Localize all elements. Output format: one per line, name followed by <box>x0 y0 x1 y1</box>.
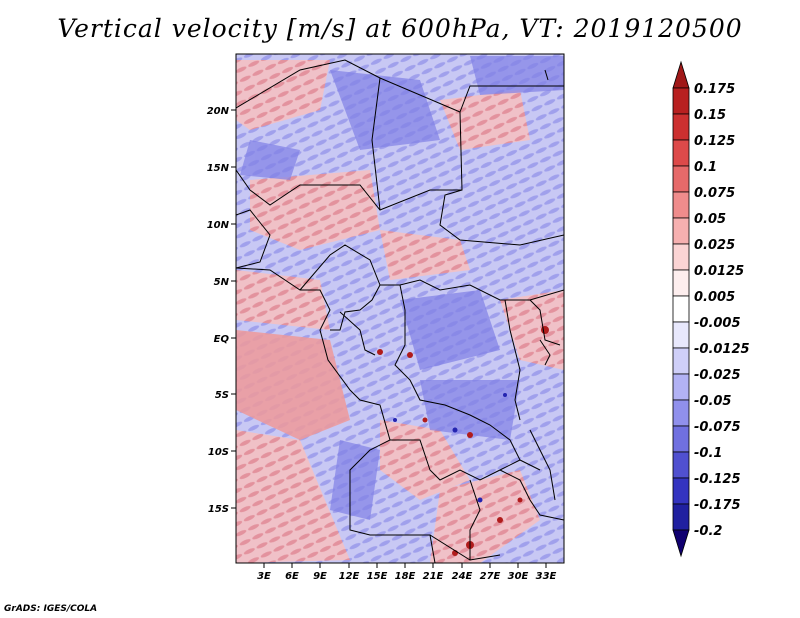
colorbar-segment <box>672 399 690 427</box>
lat-tick-label: EQ <box>214 334 230 345</box>
colorbar-segment <box>672 425 690 453</box>
lon-tick-label: 15E <box>367 571 388 582</box>
lat-tick-label: 10N <box>207 220 230 231</box>
lat-tick-label: 15S <box>208 504 229 515</box>
colorbar-segment <box>672 217 690 245</box>
colorbar-label: -0.2 <box>694 524 722 539</box>
lon-tick-label: 21E <box>423 571 444 582</box>
colorbar-label: -0.125 <box>694 472 741 487</box>
longitude-axis: 3E 6E 9E 12E 15E 18E 21E 24E 27E 30E 33E <box>257 563 557 582</box>
colorbar-label: -0.175 <box>694 498 741 513</box>
colorbar-label: 0.125 <box>694 134 735 149</box>
colorbar-segment <box>672 477 690 505</box>
lat-tick-label: 15N <box>207 163 230 174</box>
map-title: Vertical velocity [m/s] at 600hPa, VT: 2… <box>57 14 743 43</box>
colorbar-segment <box>672 347 690 375</box>
colorbar-segment <box>672 373 690 401</box>
credit-text: GrADS: IGES/COLA <box>4 604 98 614</box>
lat-tick-label: 10S <box>208 447 229 458</box>
colorbar-label: 0.1 <box>694 160 717 175</box>
latitude-axis: 20N 15N 10N 5N EQ 5S 10S 15S <box>207 106 236 515</box>
colorbar-segment <box>672 191 690 219</box>
colorbar-label: -0.1 <box>694 446 722 461</box>
lon-tick-label: 18E <box>395 571 416 582</box>
colorbar-segment <box>672 529 690 558</box>
colorbar-label: -0.025 <box>694 368 741 383</box>
colorbar-label: 0.075 <box>694 186 735 201</box>
colorbar-label: 0.0125 <box>694 264 744 279</box>
lon-tick-label: 9E <box>313 571 327 582</box>
lon-tick-label: 33E <box>536 571 557 582</box>
colorbar-segment <box>672 165 690 193</box>
lon-tick-label: 27E <box>480 571 501 582</box>
lat-tick-label: 20N <box>207 106 230 117</box>
colorbar-segment <box>672 503 690 531</box>
colorbar-segment <box>672 139 690 167</box>
colorbar-label: -0.0125 <box>694 342 750 357</box>
colorbar-segment <box>672 451 690 479</box>
lon-tick-label: 6E <box>285 571 299 582</box>
colorbar-label: -0.05 <box>694 394 731 409</box>
colorbar-segment <box>672 113 690 141</box>
lon-tick-label: 12E <box>339 571 360 582</box>
colorbar: 0.175 0.15 0.125 0.1 0.075 0.05 0.025 0.0125 0.0… <box>672 60 750 558</box>
colorbar-segment <box>672 60 690 89</box>
plot-frame <box>235 53 565 564</box>
colorbar-label: 0.175 <box>694 82 735 97</box>
colorbar-segment <box>672 321 690 349</box>
lat-tick-label: 5N <box>214 277 230 288</box>
colorbar-label: -0.075 <box>694 420 741 435</box>
colorbar-segment <box>672 295 690 323</box>
colorbar-label: -0.005 <box>694 316 741 331</box>
colorbar-label: 0.05 <box>694 212 726 227</box>
vertical-velocity-field <box>236 54 564 563</box>
lon-tick-label: 30E <box>508 571 529 582</box>
colorbar-segment <box>672 269 690 297</box>
colorbar-label: 0.15 <box>694 108 726 123</box>
country-boundaries <box>236 59 564 563</box>
colorbar-segment <box>672 243 690 271</box>
lat-tick-label: 5S <box>215 390 229 401</box>
colorbar-segment <box>672 87 690 115</box>
colorbar-label: 0.025 <box>694 238 735 253</box>
colorbar-label: 0.005 <box>694 290 735 305</box>
lon-tick-label: 24E <box>452 571 473 582</box>
lon-tick-label: 3E <box>257 571 271 582</box>
